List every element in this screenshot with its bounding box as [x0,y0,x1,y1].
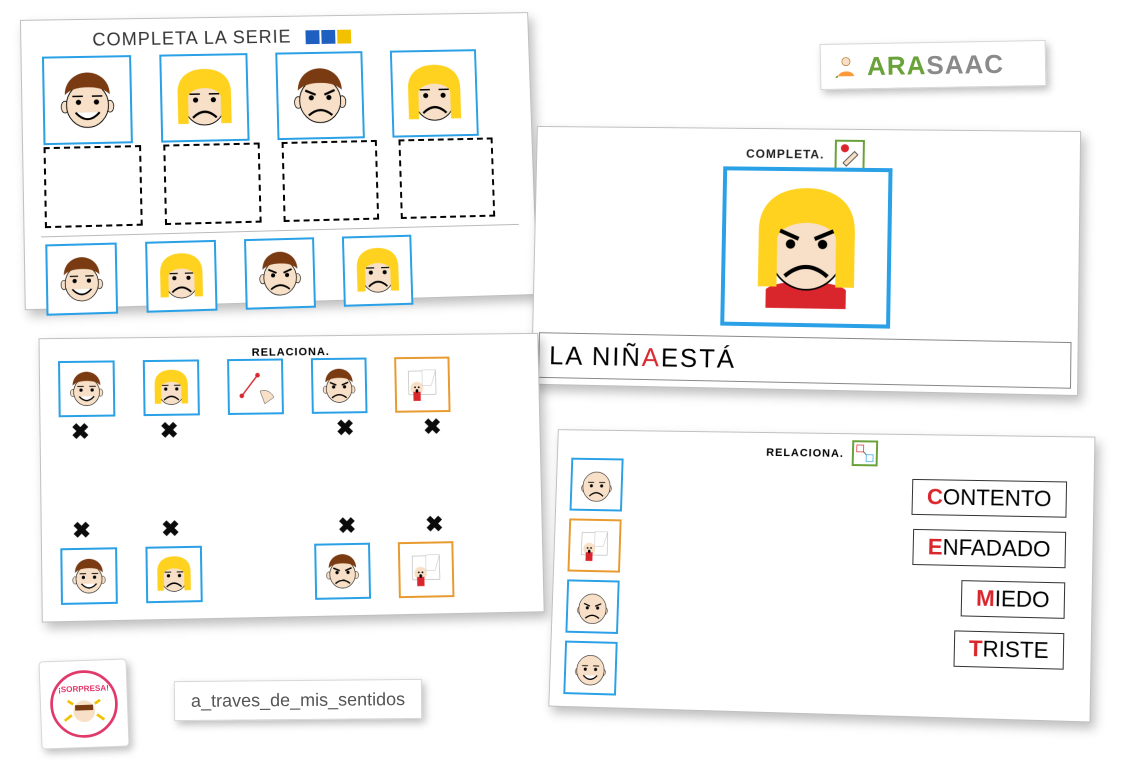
blank-slot[interactable] [282,140,380,222]
match-x [248,416,268,442]
pictogram-boy-happy [42,55,133,145]
serie-row-top [42,49,479,145]
match-x: ✖ [160,418,181,444]
match-x [250,514,270,540]
card-relaciona-words: RELACIONA. CONTENTO ENFADADO MIEDO TRISTE [548,429,1095,722]
sentence-highlight: A [642,342,662,373]
relaciona-w-words[interactable]: CONTENTO ENFADADO MIEDO TRISTE [908,479,1067,670]
sentence-post: ESTÁ [661,342,737,374]
sorpresa-badge: ¡SORPRESA! [38,658,129,749]
word-ENFADADO[interactable]: ENFADADO [912,529,1066,568]
svg-text:¡SORPRESA!: ¡SORPRESA! [58,684,109,695]
pictogram-bald-angry[interactable] [565,579,619,634]
blank-slot[interactable] [163,142,261,225]
pictogram-hand-icon[interactable] [227,358,284,415]
pictogram-boy-angry[interactable] [314,543,371,600]
relaciona-x-row-bottom[interactable] [60,541,454,605]
card-relaciona-x: RELACIONA. ✖ ✖ ✖ ✖ ✖ ✖ ✖ ✖ [38,333,544,623]
word-TRISTE[interactable]: TRISTE [953,630,1064,669]
credit-text: a_traves_de_mis_sentidos [191,689,405,712]
write-icon [835,140,865,170]
pictogram-boy-angry [275,51,365,140]
pictogram-girl-sad [390,49,479,137]
match-x: ✖ [338,513,358,539]
card-completa-sentence: COMPLETA. LA NIÑA ESTÁ [531,126,1081,396]
pictogram-scared-icon[interactable] [394,357,450,413]
pictogram-girl-sad[interactable] [143,359,200,416]
pictogram-scared-icon[interactable] [567,518,621,572]
pictogram-bald-happy[interactable] [563,641,617,696]
pictogram-boy-happy[interactable] [60,547,118,605]
blank-slot[interactable] [44,145,143,228]
pictogram-boy-happy[interactable] [45,243,118,316]
serie-row-bottom[interactable] [45,235,413,316]
relaciona-x-row-top[interactable] [58,357,451,418]
pictogram-boy-angry[interactable] [311,358,368,414]
pictogram-bald-sad[interactable] [570,458,624,512]
subject-pictogram [720,166,892,328]
relaciona-x-title: RELACIONA. [252,346,330,359]
pictogram-girl-sad[interactable] [342,235,413,307]
relaciona-w-pictos[interactable] [563,458,623,696]
pattern-squares [305,29,351,44]
sentence-pre: LA NIÑ [549,340,642,373]
completa-title: COMPLETA. [746,147,825,162]
relaciona-w-title: RELACIONA. [766,447,844,460]
match-x: ✖ [336,415,356,441]
relaciona-x-marks-top: ✖ ✖ ✖ ✖ [71,414,443,445]
relaciona-x-marks-bottom: ✖ ✖ ✖ ✖ [72,511,445,544]
match-x: ✖ [425,511,445,537]
relaciona-w-icon [852,440,879,466]
match-x: ✖ [423,414,443,440]
blank-slot[interactable] [398,137,495,219]
pictogram-boy-angry[interactable] [244,237,316,309]
match-x: ✖ [72,517,93,544]
pictogram-girl-sad[interactable] [145,240,217,313]
word-MIEDO[interactable]: MIEDO [961,580,1066,619]
pictogram-boy-happy[interactable] [58,360,115,417]
word-CONTENTO[interactable]: CONTENTO [911,479,1067,518]
serie-title: COMPLETA LA SERIE [92,27,292,51]
credit-chip: a_traves_de_mis_sentidos [174,679,422,721]
arasaac-text: ARASAAC [867,48,1005,81]
sentence-strip[interactable]: LA NIÑA ESTÁ [538,332,1072,389]
arasaac-icon [833,53,859,79]
arasaac-logo-chip: ARASAAC [820,40,1047,90]
match-x: ✖ [161,516,182,543]
pictogram-scared-icon[interactable] [398,541,455,598]
match-x: ✖ [71,419,92,445]
serie-row-blanks[interactable] [44,137,496,228]
card-completa-serie: COMPLETA LA SERIE [20,12,538,310]
pictogram-girl-sad [159,53,249,143]
pictogram-girl-sad[interactable] [145,546,202,604]
